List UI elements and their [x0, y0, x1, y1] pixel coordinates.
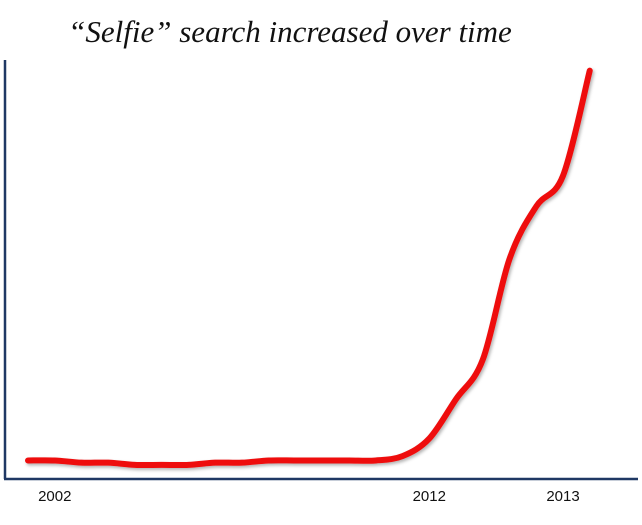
line — [25, 67, 593, 469]
x-tick-label: 2013 — [546, 488, 579, 505]
chart-title: “Selfie” search increased over time — [68, 14, 512, 49]
x-tick-label: 2002 — [38, 488, 71, 505]
x-tick-label: 2012 — [413, 488, 446, 505]
